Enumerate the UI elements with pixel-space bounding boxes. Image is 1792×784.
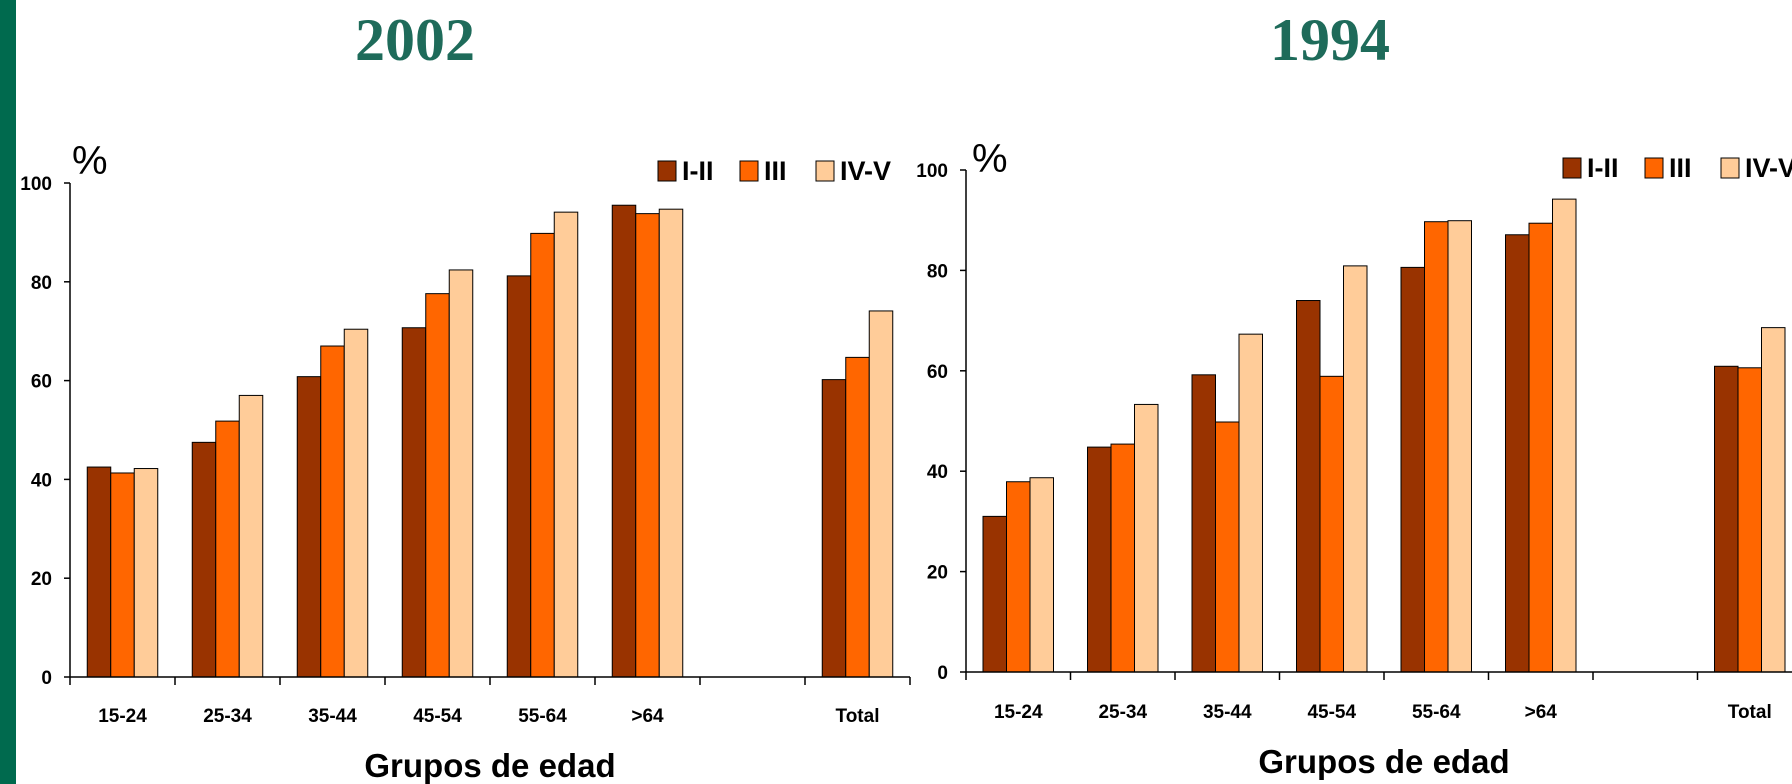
y-tick-label-1994-20: 20 — [927, 563, 948, 584]
y-tick-label-2002-80: 80 — [31, 273, 52, 294]
y-tick-label-2002-60: 60 — [31, 372, 52, 393]
legend-2002: I-II III IV-V — [657, 156, 891, 186]
legend-swatch-2002-I-II — [657, 160, 677, 182]
bar-1994-I-II->64 — [1505, 234, 1530, 673]
x-tick-label-1994-25-34: 25-34 — [1098, 702, 1147, 723]
legend-swatch-2002-IV-V — [815, 160, 835, 182]
y-tick-label-1994-40: 40 — [927, 462, 948, 483]
left-accent-stripe — [0, 0, 16, 784]
y-axis-unit-1994: % — [972, 137, 1008, 181]
bar-1994-I-II-45-54 — [1296, 300, 1321, 673]
bar-1994-IV-V-15-24 — [1029, 477, 1054, 673]
legend-swatch-1994-IV-V — [1720, 157, 1740, 179]
bar-1994-IV-V-45-54 — [1343, 265, 1368, 673]
x-tick-label-2002-25-34: 25-34 — [203, 706, 252, 727]
bar-1994-I-II-Total — [1714, 365, 1739, 673]
x-tick-label-2002-55-64: 55-64 — [518, 706, 567, 727]
x-tick-label-2002-15-24: 15-24 — [98, 706, 147, 727]
bar-1994-III-25-34 — [1110, 443, 1135, 673]
chart-title-2002: 2002 — [355, 7, 475, 73]
y-tick-label-1994-80: 80 — [927, 261, 948, 282]
y-tick-label-1994-0: 0 — [937, 663, 948, 684]
legend-label-2002-III: III — [764, 156, 787, 186]
x-tick-label-1994-45-54: 45-54 — [1307, 702, 1356, 723]
y-tick-label-1994-60: 60 — [927, 362, 948, 383]
y-tick-label-2002-40: 40 — [31, 470, 52, 491]
x-tick-label-1994-15-24: 15-24 — [994, 702, 1043, 723]
legend-label-1994-IV-V: IV-V — [1745, 153, 1792, 183]
bar-1994-III-45-54 — [1319, 375, 1344, 673]
legend-swatch-2002-III — [739, 160, 759, 182]
x-tick-label-2002-Total: Total — [836, 706, 880, 727]
x-tick-label-1994-Total: Total — [1728, 702, 1772, 723]
bar-1994-IV-V->64 — [1552, 198, 1577, 673]
bar-1994-IV-V-35-44 — [1238, 333, 1263, 673]
legend-label-2002-I-II: I-II — [682, 156, 714, 186]
legend-1994: I-II III IV-V — [1562, 153, 1792, 183]
x-tick-label-2002->64: >64 — [631, 706, 664, 727]
bar-1994-III->64 — [1528, 222, 1553, 673]
bar-1994-I-II-25-34 — [1087, 446, 1112, 673]
y-axis-unit-2002: % — [72, 139, 108, 183]
bar-1994-I-II-35-44 — [1191, 374, 1216, 673]
bar-1994-III-35-44 — [1215, 421, 1240, 673]
bar-1994-III-55-64 — [1424, 221, 1449, 673]
chart-title-1994: 1994 — [1270, 7, 1390, 73]
x-tick-label-1994->64: >64 — [1525, 702, 1558, 723]
y-tick-label-1994-100: 100 — [916, 161, 948, 182]
x-tick-label-2002-35-44: 35-44 — [308, 706, 357, 727]
bar-1994-I-II-15-24 — [982, 515, 1007, 673]
x-tick-label-1994-55-64: 55-64 — [1412, 702, 1461, 723]
legend-label-1994-I-II: I-II — [1587, 153, 1619, 183]
y-tick-label-2002-20: 20 — [31, 569, 52, 590]
bar-1994-III-15-24 — [1006, 481, 1031, 673]
y-tick-label-2002-100: 100 — [20, 174, 52, 195]
bar-1994-III-Total — [1737, 367, 1762, 673]
x-tick-label-1994-35-44: 35-44 — [1203, 702, 1252, 723]
bar-1994-I-II-55-64 — [1400, 266, 1425, 673]
bar-1994-IV-V-55-64 — [1447, 220, 1472, 673]
x-tick-label-2002-45-54: 45-54 — [413, 706, 462, 727]
bar-1994-IV-V-25-34 — [1134, 403, 1159, 673]
legend-label-1994-III: III — [1669, 153, 1692, 183]
legend-swatch-1994-III — [1644, 157, 1664, 179]
x-axis-title-1994: Grupos de edad — [1258, 743, 1509, 780]
legend-swatch-1994-I-II — [1562, 157, 1582, 179]
x-axis-title-2002: Grupos de edad — [364, 747, 615, 784]
y-tick-label-2002-0: 0 — [41, 668, 52, 689]
bar-1994-IV-V-Total — [1761, 327, 1786, 673]
legend-label-2002-IV-V: IV-V — [840, 156, 891, 186]
